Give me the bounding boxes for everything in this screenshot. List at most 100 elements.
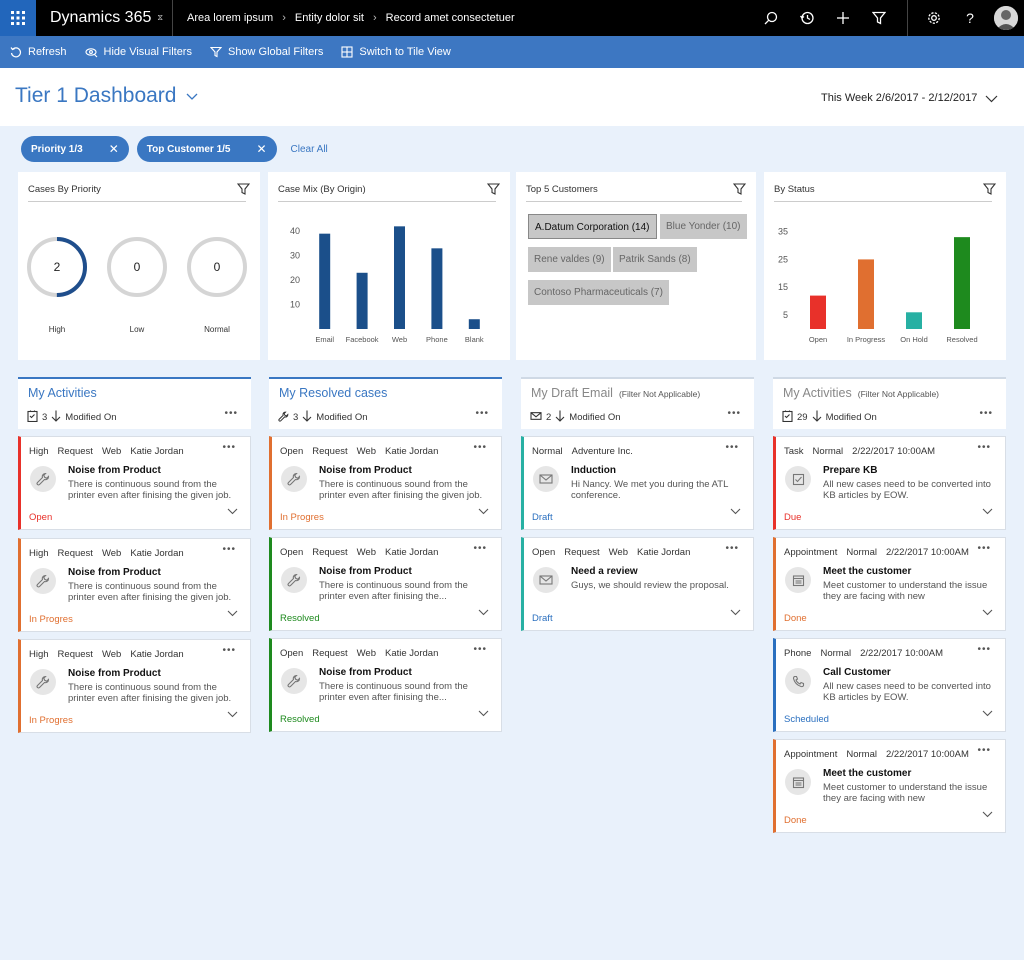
help-button[interactable]: ? — [952, 0, 988, 36]
priority-ring[interactable]: 0 Normal — [186, 236, 248, 334]
breadcrumb-item[interactable]: Record amet consectetuer — [385, 12, 515, 24]
stream-tile[interactable]: High Request Web Katie Jordan ••• Noise from … — [18, 436, 251, 530]
history-button[interactable] — [789, 0, 825, 36]
filter-pill-priority[interactable]: Priority 1/3 ✕ — [21, 136, 129, 162]
case-mix-chart[interactable]: 10 20 30 40 Email Facebook Web Phone Blank — [268, 172, 510, 360]
tile-title[interactable]: Prepare KB — [823, 465, 878, 476]
tile-title[interactable]: Noise from Product — [319, 667, 412, 678]
chevron-down-icon[interactable] — [227, 502, 238, 520]
chevron-down-icon[interactable] — [227, 604, 238, 622]
more-options-icon[interactable]: ••• — [977, 644, 991, 655]
avatar[interactable] — [994, 6, 1018, 30]
stream-tile[interactable]: Open Request Web Katie Jordan ••• Need a revi… — [521, 537, 754, 631]
stream-title-selector[interactable]: My Activities (Filter Not Applicable) — [783, 386, 939, 400]
close-icon[interactable]: ✕ — [256, 142, 267, 156]
customer-chip[interactable]: Rene valdes (9) — [528, 247, 611, 272]
clear-all-link[interactable]: Clear All — [290, 143, 328, 155]
breadcrumb-item[interactable]: Entity dolor sit — [294, 12, 364, 24]
stream-title-selector[interactable]: My Activities — [28, 386, 97, 400]
customer-chip[interactable]: A.Datum Corporation (14) — [528, 214, 657, 239]
customer-chip[interactable]: Contoso Pharmaceuticals (7) — [528, 280, 669, 305]
more-options-icon[interactable]: ••• — [473, 644, 487, 655]
settings-button[interactable] — [916, 0, 952, 36]
more-options-icon[interactable]: ••• — [977, 543, 991, 554]
breadcrumb-item[interactable]: Area lorem ipsum — [187, 12, 274, 24]
chevron-down-icon[interactable] — [982, 704, 993, 722]
tile-title[interactable]: Meet the customer — [823, 566, 912, 577]
app-brand[interactable]: Dynamics 365 ⧖ — [36, 9, 172, 27]
sort-field[interactable]: Modified On — [825, 412, 877, 423]
chevron-down-icon[interactable] — [730, 502, 741, 520]
chevron-down-icon[interactable] — [478, 603, 489, 621]
sort-arrow-down-icon[interactable] — [555, 410, 565, 425]
sort-arrow-down-icon[interactable] — [51, 410, 61, 425]
tile-title[interactable]: Noise from Product — [319, 566, 412, 577]
by-status-chart[interactable]: 5 15 25 35 Open In Progress On Hold Resolved — [764, 172, 1006, 360]
customer-chip[interactable]: Blue Yonder (10) — [660, 214, 747, 239]
priority-ring[interactable]: 2 High — [26, 236, 88, 334]
tile-title[interactable]: Noise from Product — [68, 465, 161, 476]
sort-field[interactable]: Modified On — [65, 412, 117, 423]
filter-pill-top-customer[interactable]: Top Customer 1/5 ✕ — [136, 136, 277, 162]
stream-tile[interactable]: Open Request Web Katie Jordan ••• Noise from … — [269, 537, 502, 631]
hide-visual-filters-button[interactable]: Hide Visual Filters — [84, 46, 192, 58]
more-options-icon[interactable]: ••• — [977, 745, 991, 756]
search-button[interactable] — [753, 0, 789, 36]
more-options-icon[interactable]: ••• — [473, 543, 487, 554]
stream-tile[interactable]: Task Normal 2/22/2017 10:00AM ••• Prepare KB… — [773, 436, 1006, 530]
filter-icon[interactable] — [983, 183, 996, 195]
more-options-icon[interactable]: ••• — [725, 442, 739, 453]
tile-title[interactable]: Noise from Product — [319, 465, 412, 476]
date-range-selector[interactable]: This Week 2/6/2017 - 2/12/2017 — [821, 92, 978, 104]
stream-tile[interactable]: Open Request Web Katie Jordan ••• Noise from … — [269, 436, 502, 530]
tile-title[interactable]: Need a review — [571, 566, 638, 577]
more-options-icon[interactable]: ••• — [979, 408, 993, 419]
more-options-icon[interactable]: ••• — [473, 442, 487, 453]
dashboard-selector[interactable]: Tier 1 Dashboard — [15, 84, 198, 108]
chevron-down-icon[interactable] — [982, 603, 993, 621]
close-icon[interactable]: ✕ — [108, 142, 119, 156]
stream-tile[interactable]: High Request Web Katie Jordan ••• Noise from … — [18, 639, 251, 733]
more-options-icon[interactable]: ••• — [222, 544, 236, 555]
switch-tile-view-button[interactable]: Switch to Tile View — [341, 46, 451, 58]
sort-field[interactable]: Modified On — [316, 412, 368, 423]
chevron-down-icon[interactable] — [985, 95, 998, 103]
more-options-icon[interactable]: ••• — [977, 442, 991, 453]
stream-title-selector[interactable]: My Resolved cases — [279, 386, 387, 400]
more-options-icon[interactable]: ••• — [727, 408, 741, 419]
stream-tile[interactable]: Open Request Web Katie Jordan ••• Noise from … — [269, 638, 502, 732]
tile-title[interactable]: Meet the customer — [823, 768, 912, 779]
sort-field[interactable]: Modified On — [569, 412, 621, 423]
sort-arrow-down-icon[interactable] — [302, 410, 312, 425]
more-options-icon[interactable]: ••• — [725, 543, 739, 554]
chevron-down-icon[interactable] — [982, 805, 993, 823]
stream-title-selector[interactable]: My Draft Email (Filter Not Applicable) — [531, 386, 700, 400]
more-options-icon[interactable]: ••• — [224, 408, 238, 419]
chevron-down-icon[interactable] — [478, 704, 489, 722]
stream-tile[interactable]: Appointment Normal 2/22/2017 10:00AM ••• Mee… — [773, 537, 1006, 631]
advanced-filter-button[interactable] — [861, 0, 897, 36]
more-options-icon[interactable]: ••• — [475, 408, 489, 419]
filter-icon[interactable] — [733, 183, 746, 195]
more-options-icon[interactable]: ••• — [222, 645, 236, 656]
add-button[interactable] — [825, 0, 861, 36]
stream-tile[interactable]: Appointment Normal 2/22/2017 10:00AM ••• Mee… — [773, 739, 1006, 833]
app-launcher-button[interactable] — [0, 0, 36, 36]
more-options-icon[interactable]: ••• — [222, 442, 236, 453]
stream-tile[interactable]: High Request Web Katie Jordan ••• Noise from … — [18, 538, 251, 632]
show-global-filters-button[interactable]: Show Global Filters — [209, 46, 323, 58]
chevron-down-icon[interactable] — [982, 502, 993, 520]
tile-title[interactable]: Noise from Product — [68, 668, 161, 679]
refresh-button[interactable]: Refresh — [10, 46, 67, 58]
chevron-down-icon[interactable] — [730, 603, 741, 621]
stream-tile[interactable]: Phone Normal 2/22/2017 10:00AM ••• Call Cust… — [773, 638, 1006, 732]
tile-title[interactable]: Call Customer — [823, 667, 891, 678]
customer-chip[interactable]: Patrik Sands (8) — [613, 247, 697, 272]
tile-title[interactable]: Noise from Product — [68, 567, 161, 578]
chevron-down-icon[interactable] — [478, 502, 489, 520]
stream-tile[interactable]: Normal Adventure Inc. ••• Induction Hi Nancy… — [521, 436, 754, 530]
filter-icon[interactable] — [237, 183, 250, 195]
priority-ring[interactable]: 0 Low — [106, 236, 168, 334]
tile-title[interactable]: Induction — [571, 465, 616, 476]
sort-arrow-down-icon[interactable] — [812, 410, 822, 425]
